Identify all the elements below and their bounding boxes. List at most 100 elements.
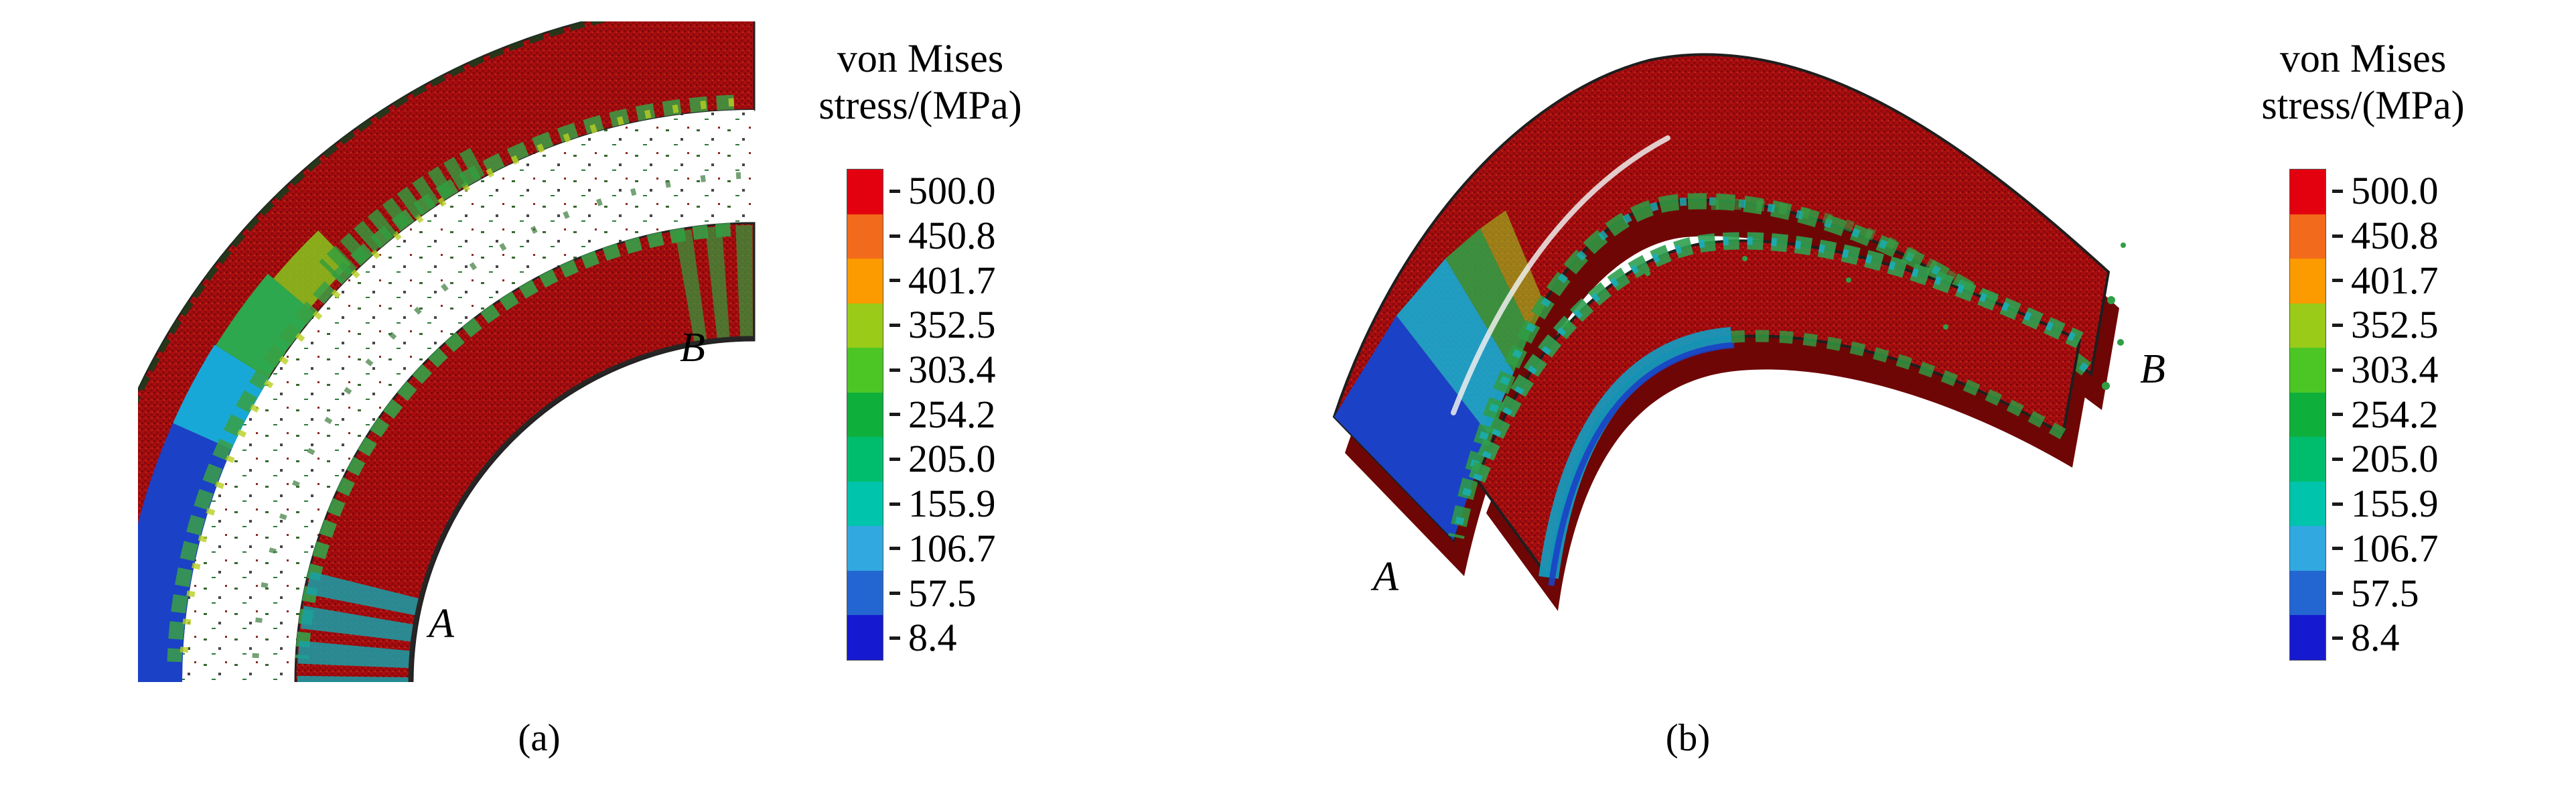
mid-stress-green-zone <box>216 273 315 379</box>
tick-mark <box>889 413 900 417</box>
colorbar-band <box>2290 170 2325 214</box>
tick-mark <box>2332 189 2343 193</box>
low-stress-blue-zone <box>138 423 232 682</box>
colorbar-tick-label: 450.8 <box>2351 214 2439 258</box>
outer-slab-cut-edge-teal-speckle <box>1452 197 2089 539</box>
outer-wall-midband-mottle <box>319 147 485 283</box>
colorbar-tick-label: 450.8 <box>908 214 996 258</box>
colorbar-a <box>847 169 883 661</box>
tick-mark <box>889 189 900 193</box>
tick-row: 500.0 <box>889 169 996 214</box>
tick-row: 205.0 <box>889 437 996 482</box>
colorbar-band <box>847 526 883 571</box>
tick-mark <box>889 457 900 461</box>
colorbar-band <box>2290 303 2325 348</box>
tick-mark <box>889 636 900 640</box>
tick-row: 450.8 <box>2332 214 2439 259</box>
colorbar-band <box>2290 570 2325 616</box>
colorbar-band <box>847 392 883 437</box>
colorbar-band <box>847 437 883 482</box>
panel-a-point-label-B: B <box>680 325 705 370</box>
tick-row: 352.5 <box>889 303 996 348</box>
mesh-debris-specks <box>1565 243 2126 390</box>
tick-mark <box>889 592 900 596</box>
b-low-stress-blue-zone <box>1334 316 1488 540</box>
tick-row: 155.9 <box>889 482 996 527</box>
tick-mark <box>889 323 900 327</box>
tick-row: 500.0 <box>2332 169 2439 214</box>
legend-b-title-line1: von Mises <box>2279 36 2447 80</box>
colorbar-band <box>847 259 883 303</box>
colorbar-band <box>847 348 883 393</box>
colorbar-legend-b: von Mises stress/(MPa) 500.0 450.8 401.7… <box>2238 35 2488 712</box>
colorbar-tick-label: 106.7 <box>908 526 996 570</box>
pipe-bore-gap <box>182 110 754 682</box>
colorbar-band <box>2290 526 2325 571</box>
tick-row: 352.5 <box>2332 303 2439 348</box>
tick-row: 8.4 <box>2332 616 2439 661</box>
colorbar-tick-label: 57.5 <box>2351 571 2419 615</box>
tick-mark <box>2332 234 2343 238</box>
inner-wall-bottom-teal-zone <box>297 571 421 682</box>
colorbar-band <box>2290 214 2325 259</box>
legend-a-title: von Mises stress/(MPa) <box>796 35 1045 129</box>
low-stress-cyan-zone <box>173 344 270 450</box>
bore-debris-streaks <box>252 172 741 665</box>
tick-mark <box>2332 502 2343 506</box>
panel-a-stress-contour-plot <box>138 21 756 682</box>
colorbar-tick-label: 254.2 <box>2351 392 2439 436</box>
tick-mark <box>889 234 900 238</box>
colorbar-a-ticks: 500.0 450.8 401.7 352.5 303.4 254.2 205.… <box>889 169 996 661</box>
tick-row: 254.2 <box>889 392 996 437</box>
tick-mark <box>2332 323 2343 327</box>
tick-row: 254.2 <box>2332 392 2439 437</box>
tick-row: 155.9 <box>2332 482 2439 527</box>
colorbar-tick-label: 500.0 <box>2351 169 2439 213</box>
panel-a-caption: (a) <box>518 717 561 759</box>
inner-wall-right-green-zone <box>674 225 756 344</box>
inner-slab-lower-green-dashes <box>1731 330 2066 439</box>
colorbar-band <box>847 615 883 661</box>
tick-mark <box>2332 279 2343 283</box>
tick-row: 401.7 <box>889 258 996 303</box>
tick-mark <box>2332 636 2343 640</box>
colorbar-tick-label: 8.4 <box>908 616 957 660</box>
colorbar-tick-label: 352.5 <box>2351 303 2439 347</box>
inner-slab-lower-blue-edge <box>1548 342 1735 586</box>
tick-row: 8.4 <box>889 616 996 661</box>
tick-row: 205.0 <box>2332 437 2439 482</box>
colorbar-legend-a: von Mises stress/(MPa) 500.0 450.8 401.7… <box>796 35 1045 712</box>
tick-mark <box>889 368 900 372</box>
tick-row: 401.7 <box>2332 258 2439 303</box>
tick-mark <box>2332 457 2343 461</box>
b-mid-stress-yellowgreen-zone <box>1480 210 1545 332</box>
intrados-edge-line <box>408 336 755 682</box>
legend-b-title: von Mises stress/(MPa) <box>2238 35 2488 129</box>
legend-b-title-line2: stress/(MPa) <box>2261 83 2465 127</box>
colorbar-band <box>2290 615 2325 661</box>
colorbar-tick-label: 352.5 <box>908 303 996 347</box>
tick-mark <box>889 547 900 551</box>
panel-b-caption: (b) <box>1665 717 1711 759</box>
colorbar-tick-label: 106.7 <box>2351 526 2439 570</box>
colorbar-band <box>2290 348 2325 393</box>
b-mid-stress-green-zone <box>1445 228 1530 373</box>
colorbar-band <box>847 570 883 616</box>
tick-row: 57.5 <box>889 571 996 616</box>
colorbar-tick-label: 57.5 <box>908 571 977 615</box>
colorbar-band <box>2290 259 2325 303</box>
colorbar-tick-label: 155.9 <box>2351 482 2439 526</box>
panel-b-stress-contour-plot <box>1332 53 2126 611</box>
colorbar-band <box>847 170 883 214</box>
panel-b-point-label-A: A <box>1373 554 1399 600</box>
tick-mark <box>2332 368 2343 372</box>
tick-row: 57.5 <box>2332 571 2439 616</box>
colorbar-tick-label: 205.0 <box>908 437 996 481</box>
colorbar-tick-label: 401.7 <box>2351 258 2439 302</box>
legend-a-title-line2: stress/(MPa) <box>818 83 1022 127</box>
tick-row: 303.4 <box>2332 348 2439 393</box>
colorbar-tick-label: 303.4 <box>908 348 996 392</box>
panel-a-point-label-A: A <box>429 601 454 647</box>
b-low-stress-cyan-zone <box>1397 259 1514 434</box>
colorbar-tick-label: 500.0 <box>908 169 996 213</box>
